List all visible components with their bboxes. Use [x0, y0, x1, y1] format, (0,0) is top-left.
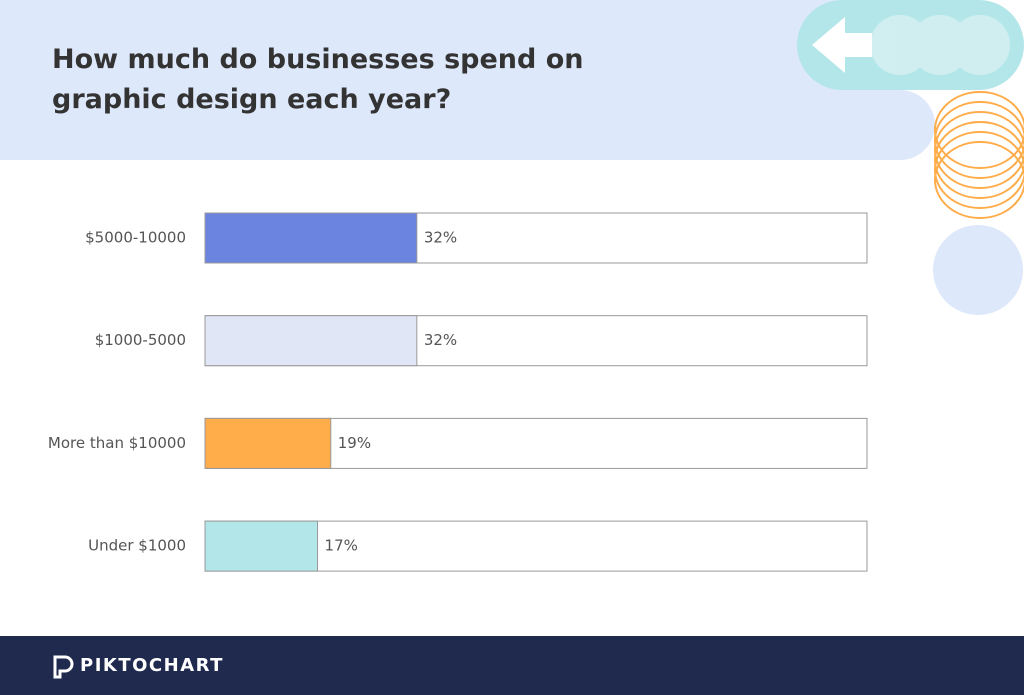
bar [204, 520, 319, 572]
brand: PIKTOCHART [80, 655, 224, 676]
category-label: Under $1000 [88, 537, 186, 555]
footer-logo [53, 655, 74, 679]
footer [0, 636, 1024, 695]
value-label: 19% [338, 434, 371, 452]
category-label: $1000-5000 [95, 331, 186, 349]
value-label: 32% [424, 331, 457, 349]
category-label: More than $10000 [48, 434, 186, 452]
bar [204, 212, 418, 264]
bar [204, 417, 332, 469]
value-label: 17% [325, 537, 358, 555]
decor-rings [934, 91, 1024, 219]
decor-circles [870, 15, 1010, 75]
decor-arrow [812, 17, 872, 73]
chart-title: How much do businesses spend on graphic … [52, 44, 584, 115]
decor-circle [933, 225, 1023, 315]
title-box: How much do businesses spend on graphic … [52, 44, 584, 115]
header-band [0, 0, 935, 160]
category-label: $5000-10000 [85, 229, 186, 247]
bar [204, 315, 418, 367]
value-label: 32% [424, 229, 457, 247]
plot: $5000-10000 32% $1000-5000 32% More than $10… [48, 212, 868, 572]
